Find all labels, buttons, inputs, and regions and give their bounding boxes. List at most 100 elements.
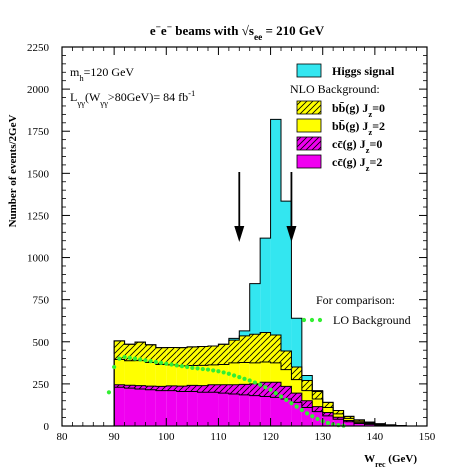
bar-ccbar_jz2 <box>239 394 250 426</box>
chart-title-part: e <box>161 23 167 38</box>
bar-ccbar_jz2 <box>333 419 344 426</box>
legend-ccbar-jz0-label: cc̄(g) Jz=0 <box>332 137 382 155</box>
arrow-head <box>286 226 297 242</box>
legend-lo-label-part: LO Background <box>333 313 411 327</box>
lo-point <box>231 373 237 378</box>
lo-point <box>148 359 153 364</box>
lo-point <box>242 376 247 381</box>
legend-higgs-swatch <box>296 63 322 78</box>
y-tick-label: 1000 <box>27 253 50 265</box>
lo-point <box>169 362 174 367</box>
lo-point <box>216 369 221 374</box>
bar-ccbar_jz2 <box>155 390 167 426</box>
chart-title-part: beams with <box>172 23 242 38</box>
bar-bbbar_jz0 <box>333 410 344 414</box>
y-tick-label: 750 <box>33 295 50 307</box>
bar-bbbar_jz2 <box>322 407 334 413</box>
bar-ccbar_jz0 <box>260 382 271 397</box>
chart-title-part: − <box>167 23 172 33</box>
bar-bbbar_jz2 <box>239 362 250 385</box>
y-axis-label: Number of events/2GeV <box>7 115 19 228</box>
legend-ccbar-jz2-label-part: =2 <box>370 155 383 169</box>
bar-higgs <box>239 330 250 336</box>
legend-lo-dot <box>301 317 307 323</box>
bar-ccbar_jz0 <box>145 386 156 390</box>
lo-point <box>174 363 179 368</box>
bar-bbbar_jz2 <box>343 418 354 421</box>
x-axis-label-part: (GeV) <box>386 453 418 465</box>
bar-bbbar_jz2 <box>354 421 365 423</box>
lo-point <box>315 416 320 422</box>
lo-point <box>164 361 169 366</box>
bar-ccbar_jz2 <box>124 388 135 426</box>
legend-ccbar-jz2-label-part: z <box>366 163 370 173</box>
bar-ccbar_jz0 <box>270 382 281 398</box>
bar-ccbar_jz0 <box>322 412 334 416</box>
bar-ccbar_jz0 <box>155 386 167 391</box>
plot-frame <box>61 46 428 427</box>
bar-bbbar_jz0 <box>249 334 261 363</box>
bar-bbbar_jz2 <box>333 413 344 418</box>
x-tick-label: 90 <box>109 431 121 443</box>
bar-ccbar_jz0 <box>208 384 219 393</box>
stack-outline <box>103 118 417 427</box>
bar-bbbar_jz0 <box>166 347 177 365</box>
legend-bbbar-jz0-label-part: z <box>368 109 372 119</box>
legend-ccbar-jz2-swatch <box>296 154 322 169</box>
x-axis-label-part: W <box>364 453 375 465</box>
bar-bbbar_jz2 <box>187 365 198 386</box>
mass-annotation: mh=120 GeV <box>70 65 134 83</box>
y-tick-label: 2000 <box>27 84 50 96</box>
bar-bbbar_jz2 <box>124 360 135 386</box>
lo-point <box>294 404 299 409</box>
bar-bbbar_jz2 <box>135 360 146 386</box>
lo-point <box>158 360 164 365</box>
bar-ccbar_jz2 <box>208 392 219 426</box>
chart-title-part: − <box>156 23 161 33</box>
legend-higgs-label-part: Higgs signal <box>332 64 395 78</box>
bar-bbbar_jz2 <box>155 364 167 387</box>
legend-bbbar-jz0-label-part: =0 <box>372 101 385 115</box>
lo-point <box>143 358 148 363</box>
luminosity-annotation-part: γγ <box>76 98 85 108</box>
bar-bbbar_jz0 <box>291 367 302 380</box>
bar-bbbar_jz0 <box>145 344 156 363</box>
lo-point <box>310 414 315 419</box>
bar-ccbar_jz0 <box>114 384 125 388</box>
bar-higgs <box>291 318 302 368</box>
legend-lo-label: LO Background <box>333 313 411 327</box>
x-tick-label: 130 <box>314 431 331 443</box>
series-bbbar_jz2 <box>114 359 407 426</box>
bar-ccbar_jz2 <box>176 391 188 426</box>
x-tick-label: 80 <box>57 431 69 443</box>
bar-bbbar_jz2 <box>291 379 302 394</box>
bar-bbbar_jz2 <box>208 364 219 385</box>
bar-ccbar_jz2 <box>343 421 354 426</box>
series-bbbar_jz0 <box>114 332 396 425</box>
lo-point <box>289 401 294 406</box>
bar-ccbar_jz0 <box>124 385 135 389</box>
bar-higgs <box>249 283 261 335</box>
x-tick-label: 150 <box>419 431 436 443</box>
bar-ccbar_jz0 <box>301 400 313 408</box>
stacked-histogram <box>103 118 417 427</box>
lo-point <box>211 368 216 373</box>
bar-ccbar_jz2 <box>301 407 313 426</box>
bar-ccbar_jz0 <box>239 384 250 395</box>
bar-bbbar_jz0 <box>239 335 250 363</box>
bar-bbbar_jz0 <box>197 346 208 366</box>
bar-ccbar_jz2 <box>291 402 302 426</box>
legend-bbbar-jz2-label: bb̄(g) Jz=2 <box>332 119 385 137</box>
bar-bbbar_jz2 <box>249 362 261 384</box>
bar-bbbar_jz2 <box>281 369 292 387</box>
lo-point <box>304 411 310 416</box>
bar-ccbar_jz2 <box>218 393 229 426</box>
lo-point <box>132 356 138 361</box>
bar-ccbar_jz0 <box>218 384 229 394</box>
y-tick-label: 500 <box>33 337 50 349</box>
luminosity-annotation-part: γγ <box>99 98 108 108</box>
x-tick-label: 110 <box>210 431 227 443</box>
legend-bbbar-jz0-label: bb̄(g) Jz=0 <box>332 101 385 119</box>
